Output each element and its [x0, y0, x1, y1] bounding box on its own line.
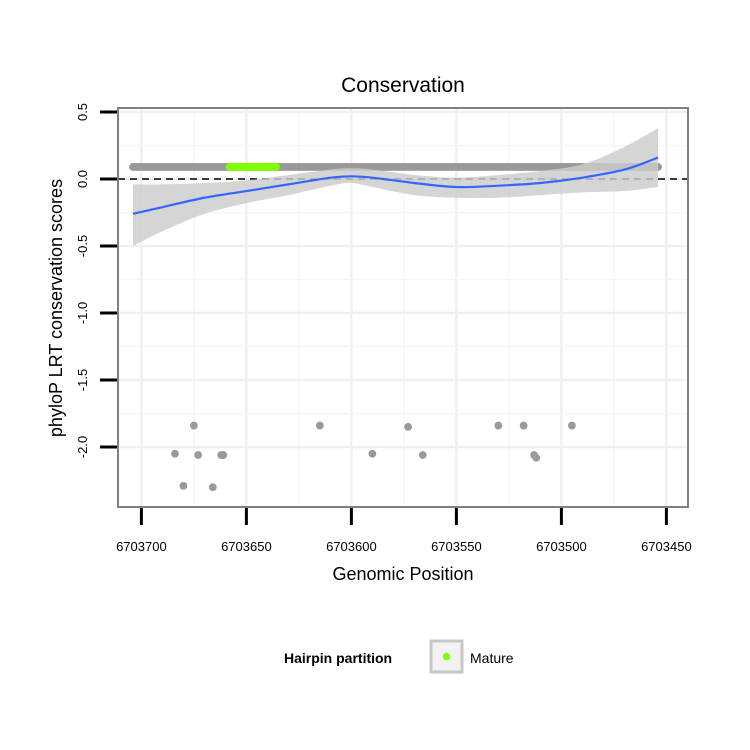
- outlier-point: [179, 481, 188, 490]
- outlier-point: [208, 483, 217, 492]
- y-tick-label: 0.5: [75, 103, 90, 121]
- outlier-point: [171, 449, 179, 458]
- outlier-point: [568, 421, 576, 430]
- y-axis: 0.5 0.0 -0.5 -1.0 -1.5 -2.0: [75, 103, 117, 458]
- x-axis: 6703700 6703650 6703600 6703550 6703500 67034…: [116, 508, 692, 554]
- y-tick-label: 0.0: [75, 170, 90, 188]
- outlier-point: [519, 421, 528, 430]
- smooth-line: [132, 156, 659, 215]
- x-tick-label: 6703450: [641, 539, 692, 554]
- smooth-fit: [132, 128, 659, 246]
- outlier-point: [190, 421, 198, 430]
- mature-point: [271, 163, 280, 171]
- outlier-point: [219, 451, 228, 459]
- outlier-point: [368, 449, 377, 458]
- y-tick-label: -0.5: [75, 235, 90, 257]
- outlier-point: [194, 451, 203, 459]
- outlier-points: [171, 421, 576, 492]
- y-tick-label: -1.5: [75, 369, 90, 391]
- outlier-point: [418, 451, 427, 459]
- y-tick-label: -1.0: [75, 302, 90, 324]
- legend-mature-dot: [442, 652, 451, 661]
- y-tick-label: -2.0: [75, 436, 90, 458]
- x-tick-label: 6703500: [536, 539, 587, 554]
- x-tick-label: 6703700: [116, 539, 167, 554]
- outlier-point: [316, 421, 324, 430]
- x-tick-label: 6703550: [431, 539, 482, 554]
- outlier-point: [404, 423, 412, 431]
- chart-title: Conservation: [341, 74, 465, 97]
- x-tick-label: 6703600: [326, 539, 377, 554]
- legend-label-mature: Mature: [470, 650, 514, 666]
- outlier-point: [494, 421, 503, 430]
- outlier-point: [532, 453, 541, 462]
- y-axis-label: phyloP LRT conservation scores: [46, 179, 66, 437]
- x-tick-label: 6703650: [221, 539, 272, 554]
- legend: Hairpin partition Mature: [284, 639, 514, 674]
- x-axis-label: Genomic Position: [332, 564, 473, 584]
- confidence-band: [133, 128, 658, 246]
- mature-points: [225, 163, 280, 171]
- legend-title: Hairpin partition: [284, 650, 392, 666]
- plot-frame: [117, 107, 689, 508]
- panel-border: [117, 107, 689, 508]
